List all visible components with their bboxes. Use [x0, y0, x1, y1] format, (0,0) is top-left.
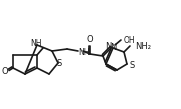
Text: N: N: [105, 42, 111, 50]
Text: NH: NH: [30, 38, 42, 48]
Text: N: N: [110, 43, 116, 51]
Text: OH: OH: [124, 36, 136, 44]
Text: NH: NH: [79, 48, 90, 56]
Text: S: S: [130, 60, 135, 70]
Text: O: O: [87, 35, 93, 43]
Text: O: O: [2, 67, 8, 76]
Text: S: S: [56, 59, 62, 67]
Text: NH₂: NH₂: [135, 42, 151, 50]
